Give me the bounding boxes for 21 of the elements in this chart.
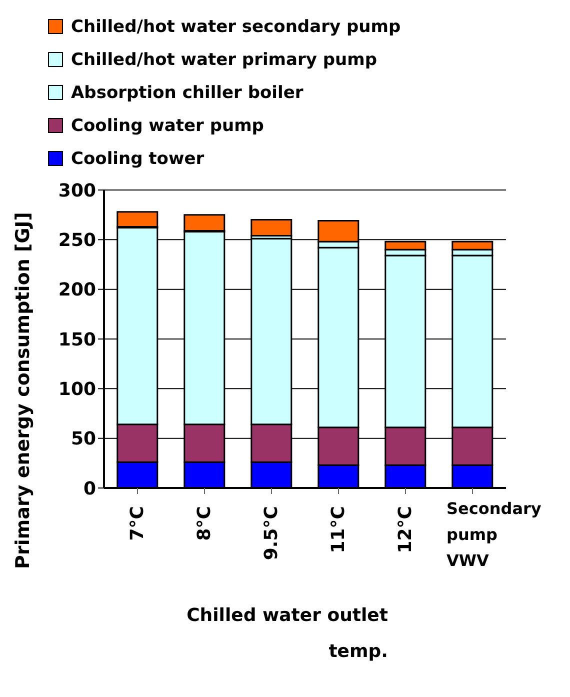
y-tick-label: 0 — [83, 478, 96, 500]
legend-label: Cooling water pump — [71, 116, 264, 136]
x-tick-label: 12°C — [395, 506, 416, 554]
legend-label: Chilled/hot water primary pump — [71, 50, 378, 70]
x-tick-label: 7°C — [127, 506, 148, 541]
x-tick-label: Secondary pump VWV — [446, 499, 542, 570]
legend-label: Cooling tower — [71, 148, 204, 168]
y-tick-label: 200 — [58, 280, 96, 301]
x-tick-label: 8°C — [194, 506, 215, 541]
legend-label: Absorption chiller boiler — [71, 82, 304, 102]
x-tick-label: 9.5°C — [261, 506, 282, 560]
y-tick-label: 50 — [70, 428, 96, 450]
y-axis-title: Primary energy consumption [GJ] — [12, 212, 34, 569]
y-tick-label: 150 — [58, 329, 96, 350]
y-tick-label: 250 — [58, 230, 96, 252]
legend-label: Chilled/hot water secondary pump — [71, 16, 401, 36]
x-tick-label: 11°C — [328, 506, 349, 554]
bar — [250, 219, 292, 236]
y-tick-label: 300 — [58, 180, 96, 202]
x-axis-title: Chilled water outlet temp. — [186, 604, 388, 664]
y-tick-label: 100 — [58, 379, 96, 400]
